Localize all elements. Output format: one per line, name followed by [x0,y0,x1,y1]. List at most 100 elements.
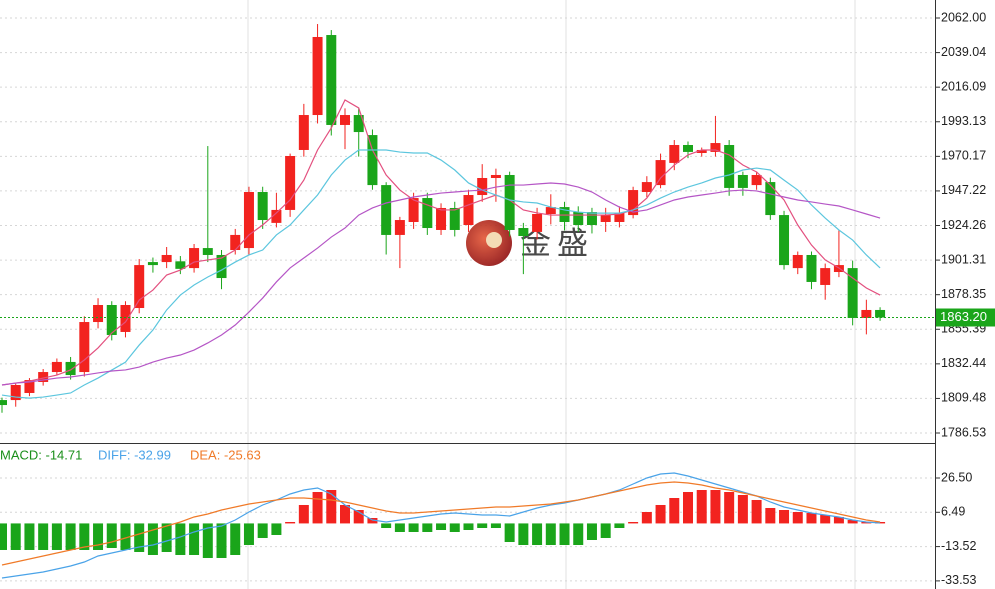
axis: 2062.00 2039.04 2016.09 1993.13 1970.17 1947.… [0,10,995,587]
histogram-bar [628,521,639,524]
histogram-bar [24,523,35,550]
histogram-bar [765,507,776,524]
last-price-box [936,308,995,327]
candle-body [367,135,378,186]
candle-body [65,361,76,376]
candle-body [271,209,282,223]
histogram-bar [436,523,447,531]
last-price-label: 1863.20 [940,309,987,324]
histogram-bar [477,523,488,528]
histogram-bar [696,489,707,524]
candle-body [161,254,172,263]
candle-body [10,384,21,401]
histogram-bar [189,523,200,555]
histogram-bar [737,494,748,524]
candle-body [230,234,241,251]
candle-body [724,145,735,188]
indicator-line [1,149,881,399]
histogram-bar [0,523,7,550]
histogram-bar [202,523,213,558]
indicator-line [1,182,881,386]
histogram-bar [490,523,501,528]
indicator-line [1,481,881,566]
y-tick-label: -13.52 [941,539,976,553]
legend-entry: MACD: -14.71 [0,447,82,462]
histogram-bar [147,523,158,555]
histogram-bar [655,504,666,524]
histogram-bar [820,515,831,524]
histogram-bar [614,523,625,528]
candle-body [751,174,762,186]
histogram-bar [38,523,49,550]
y-tick-label: 1947.22 [941,183,986,197]
histogram-bar [641,512,652,524]
candle-body [463,195,474,226]
candle-body [847,268,858,318]
histogram-bar [751,499,762,524]
candle-body [614,212,625,222]
candle-body [641,182,652,193]
candle-body [737,174,748,188]
candle-body [24,380,35,393]
candle-body [340,115,350,125]
candle-body [0,400,7,406]
histogram-bar [367,518,378,524]
candle-body [189,248,200,269]
y-tick-label: 2062.00 [941,10,986,24]
candle-body [436,207,447,230]
histogram-bar [326,489,337,524]
histogram-bar [216,523,227,558]
histogram-bar [463,523,474,531]
candle-body [175,261,186,269]
histogram-bar [504,523,515,542]
histogram-bar [243,523,254,545]
histogram-bar [669,497,680,524]
candle-body [216,254,227,279]
candle-body [326,35,337,125]
histogram-bar [532,523,543,545]
histogram-bar [861,521,872,524]
y-tick-label: 1878.35 [941,287,986,301]
y-tick-label: 1901.31 [941,252,986,266]
candle-body [806,254,817,282]
y-tick-label: 1809.48 [941,391,986,405]
histogram-bar [271,523,282,535]
candle-body [710,143,721,152]
candle-body [312,36,323,116]
candle-body [792,254,803,269]
histogram-bar [724,492,735,524]
y-tick-label: 1993.13 [941,114,986,128]
histogram-bar [257,523,268,538]
histogram-bar [683,492,693,524]
histogram-bar [161,523,172,552]
histogram-bar [79,523,90,550]
histogram-bar [586,523,597,540]
candle-body [134,265,145,309]
y-tick-label: 2039.04 [941,45,986,59]
logo-inner [486,232,502,248]
candle-body [532,214,543,232]
histogram-bar [394,523,405,532]
histogram-bar [779,509,790,524]
histogram-bar [545,523,556,545]
histogram-bar [408,523,419,532]
histogram-bar [312,492,323,524]
histogram-bar [120,523,131,550]
y-tick-label: 1970.17 [941,149,986,163]
candle-body [257,192,268,221]
candle-body [861,309,872,318]
histogram-bar [230,523,241,555]
histogram-bar [422,523,433,532]
candle-body [683,145,693,152]
histogram-bar [65,523,76,550]
candle-body [669,145,680,163]
candle-body [477,177,488,196]
candle-body [655,160,666,186]
y-tick-label: 1786.53 [941,425,986,439]
candle-body [79,322,90,373]
candle-body [504,174,515,230]
y-tick-label: 1832.44 [941,356,986,370]
plot [0,24,935,579]
candle-body [93,305,104,323]
y-tick-label: -33.53 [941,573,976,587]
